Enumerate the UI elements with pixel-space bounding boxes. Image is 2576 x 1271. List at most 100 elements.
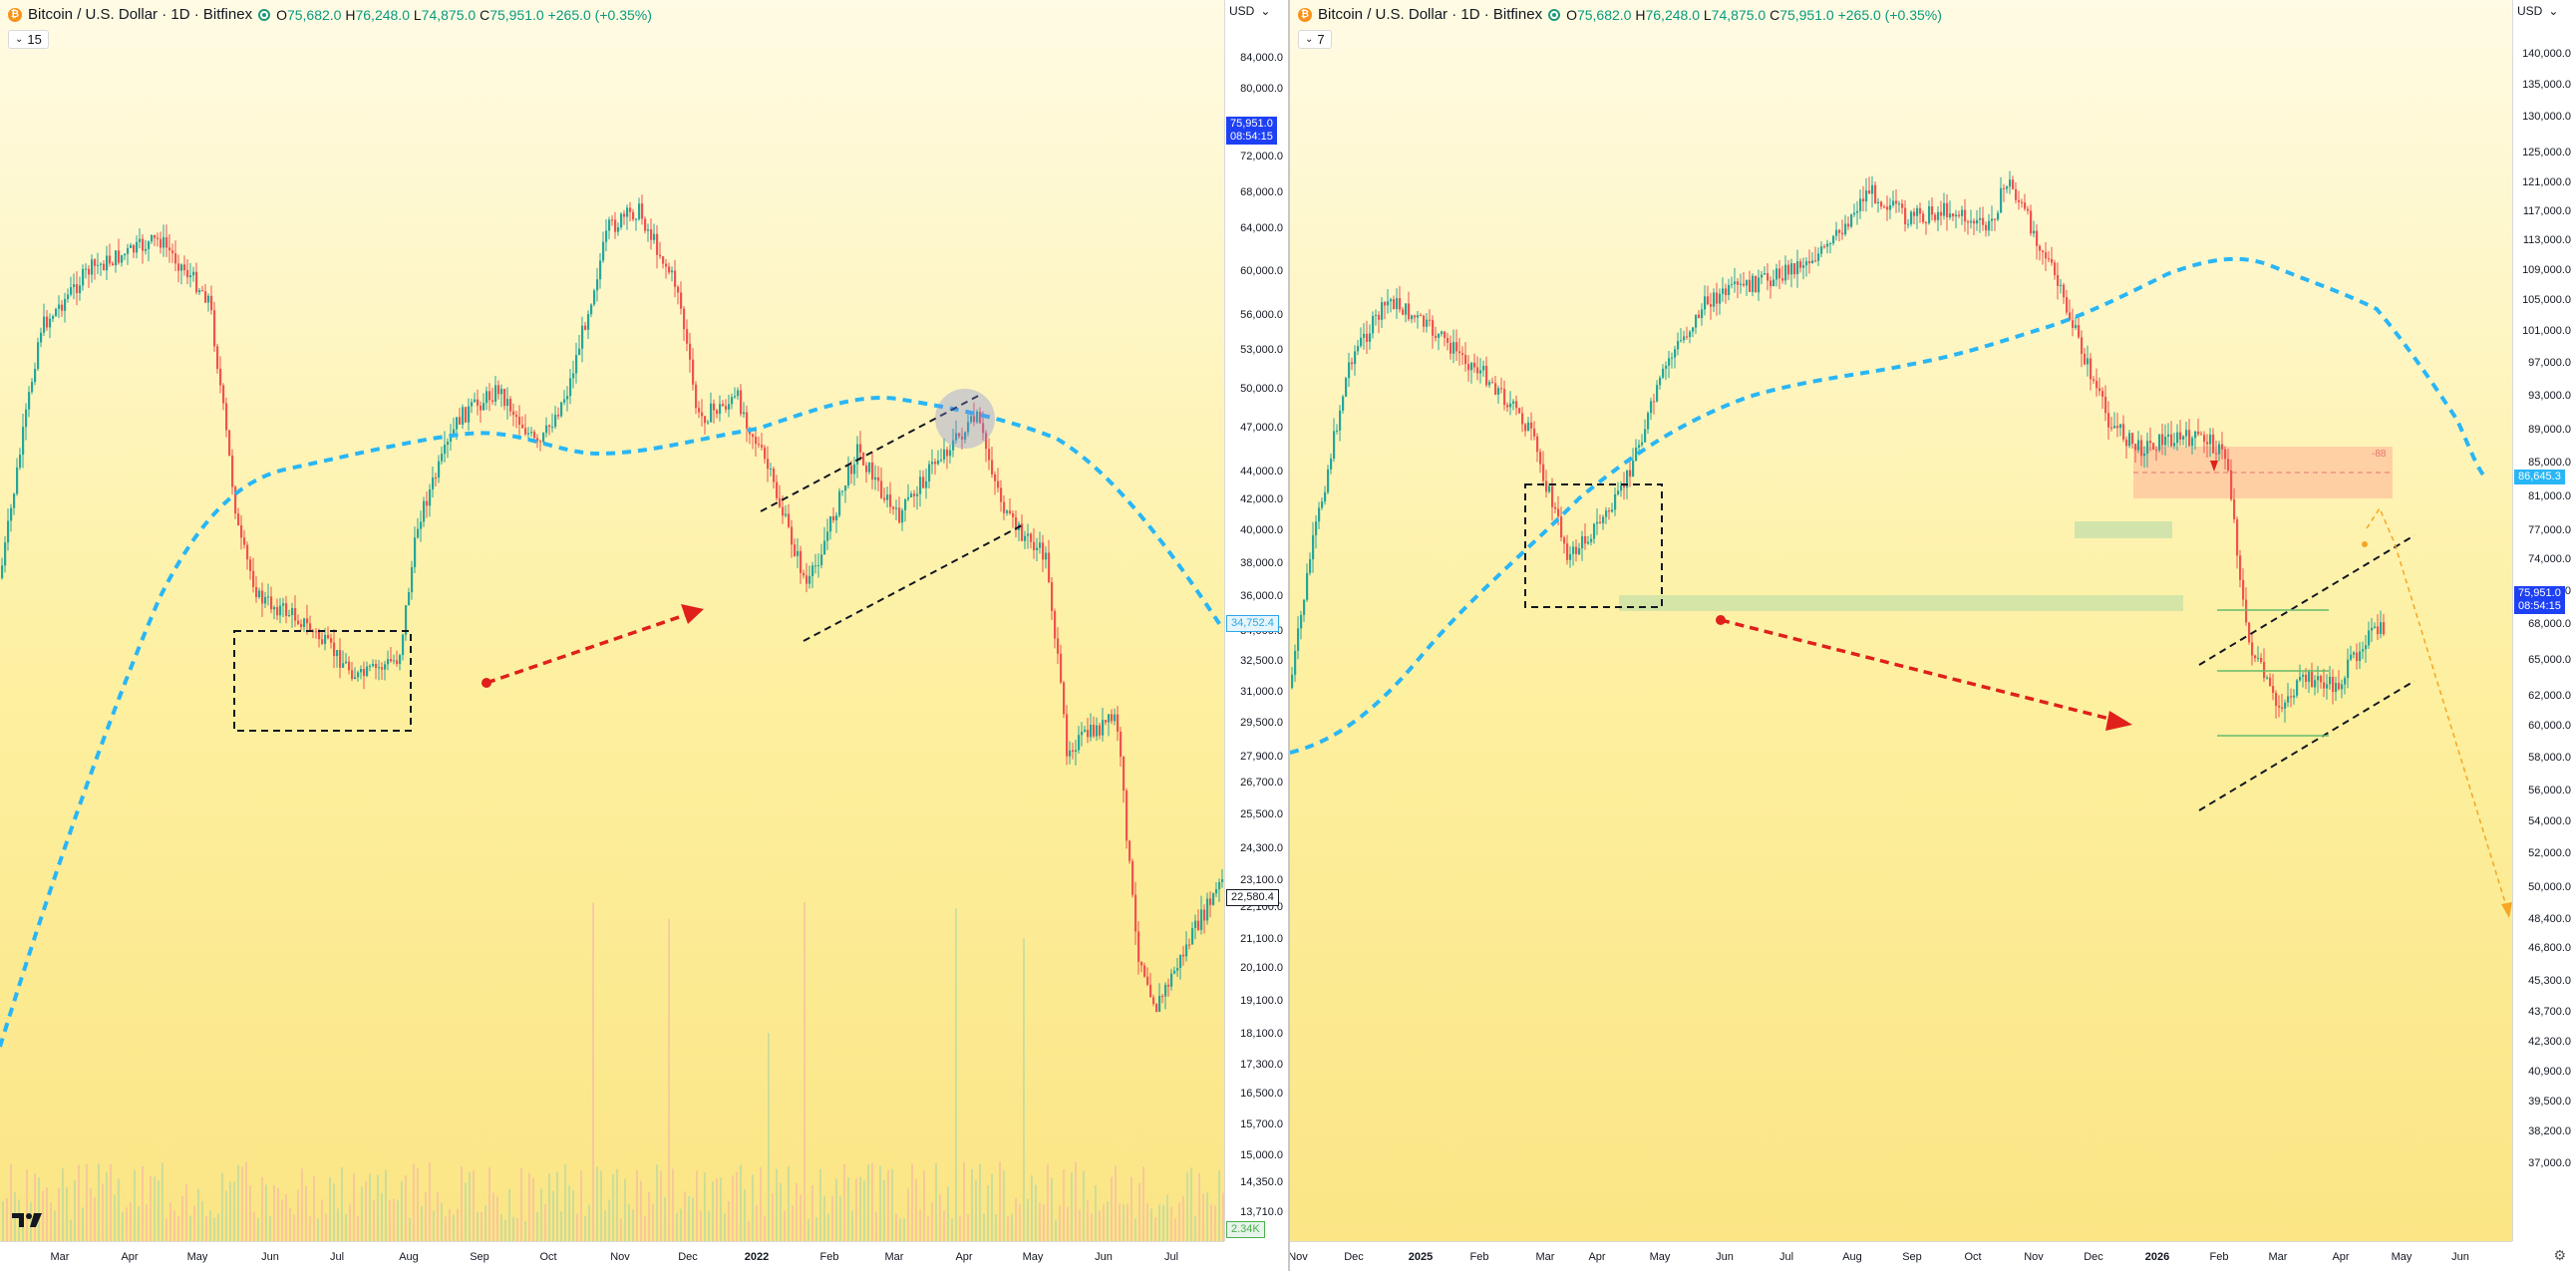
candle-body	[1728, 284, 1731, 295]
candle-body	[294, 608, 297, 621]
candle-body	[970, 416, 973, 423]
candle-body	[133, 244, 136, 253]
candle-body	[665, 263, 668, 267]
chart-pane-left[interactable]: ₿ Bitcoin / U.S. Dollar · 1D · Bitfinex …	[0, 0, 1288, 1271]
candle-body	[1566, 543, 1569, 560]
time-tick-label: Feb	[819, 1251, 839, 1263]
price-tick-label: 135,000.0	[2522, 79, 2571, 91]
candle-body	[330, 638, 333, 643]
candle-body	[243, 537, 246, 545]
plot-area[interactable]: ₿ Bitcoin / U.S. Dollar · 1D · Bitfinex …	[1290, 0, 2512, 1241]
volume-bar	[983, 1213, 985, 1241]
candle-body	[43, 316, 46, 333]
candle-body	[728, 404, 731, 410]
time-tick-label: 2026	[2144, 1251, 2170, 1263]
volume-bar	[1003, 1170, 1005, 1241]
volume-bar	[1095, 1185, 1097, 1241]
candle-body	[2296, 680, 2299, 696]
volume-bar	[389, 1199, 391, 1241]
candle-body	[2164, 436, 2167, 446]
time-tick-label: Feb	[1469, 1251, 1489, 1263]
candle-body	[1126, 790, 1128, 841]
candle-body	[1994, 218, 1997, 220]
candle-body	[2314, 680, 2317, 688]
candle-body	[1772, 279, 1775, 287]
volume-bar	[46, 1187, 48, 1241]
candle-body	[1698, 314, 1701, 319]
candle-body	[2137, 440, 2140, 451]
symbol-title[interactable]: Bitcoin / U.S. Dollar · 1D · Bitfinex	[1318, 6, 1543, 23]
volume-bar	[1178, 1202, 1180, 1241]
price-tick-label: 52,000.0	[2528, 847, 2571, 859]
time-axis[interactable]: Nov Dec 2025 Feb Mar Apr May Jun Jul Aug Sep Oct Nov…	[1290, 1241, 2512, 1271]
price-tick-label: 58,000.0	[2528, 752, 2571, 764]
volume-bar	[1091, 1213, 1093, 1241]
volume-bar	[1083, 1170, 1085, 1241]
candle-body	[737, 390, 740, 397]
candle-body	[390, 659, 393, 662]
time-tick-label: Dec	[2084, 1251, 2103, 1263]
candle-body	[1761, 274, 1764, 278]
pane-divider[interactable]	[1288, 0, 1290, 1271]
candle-body	[1584, 535, 1587, 544]
price-tick-label: 45,300.0	[2528, 975, 2571, 987]
volume-bar	[169, 1202, 171, 1241]
volume-bar	[1210, 1204, 1212, 1241]
candle-body	[1892, 200, 1895, 205]
volume-bar	[1031, 1174, 1033, 1241]
candle-body	[25, 409, 28, 428]
volume-bar	[939, 1193, 941, 1241]
time-tick-label: Dec	[1344, 1251, 1364, 1263]
candle-body	[979, 411, 982, 424]
candle-body	[494, 385, 497, 402]
volume-bar	[1075, 1161, 1077, 1241]
time-axis[interactable]: Mar Apr May Jun Jul Aug Sep Oct Nov Dec 2022 Feb Mar…	[0, 1241, 1224, 1271]
currency-selector[interactable]: USD ⌄	[1229, 4, 1271, 18]
volume-bar	[508, 1188, 510, 1241]
price-axis[interactable]: USD ⌄ 140,000.0 135,000.0 130,000.0 125,000.…	[2512, 0, 2576, 1241]
settings-gear-icon[interactable]: ⚙	[2553, 1247, 2566, 1263]
candle-body	[1054, 610, 1057, 639]
volume-bar	[1190, 1167, 1192, 1241]
volume-bar	[636, 1169, 638, 1241]
volume-bar	[1146, 1203, 1148, 1241]
candle-body	[1704, 296, 1707, 310]
candle-body	[2066, 297, 2069, 313]
candle-body	[372, 664, 375, 667]
candle-body	[814, 565, 817, 567]
candle-body	[300, 624, 303, 627]
time-tick-label: Oct	[539, 1251, 557, 1263]
candle-body	[838, 490, 841, 516]
candle-body	[1090, 725, 1093, 738]
volume-bar	[1107, 1201, 1109, 1241]
candle-body	[2134, 444, 2137, 451]
candle-body	[1575, 546, 1578, 554]
volume-bar	[764, 1215, 766, 1241]
symbol-title[interactable]: Bitcoin / U.S. Dollar · 1D · Bitfinex	[28, 6, 253, 23]
candle-body	[321, 639, 324, 644]
indicators-toggle[interactable]: ⌄ 15	[8, 30, 49, 49]
candle-body	[644, 218, 647, 231]
candle-body	[1515, 401, 1518, 409]
candle-body	[160, 238, 162, 248]
indicators-toggle[interactable]: ⌄ 7	[1298, 30, 1332, 49]
volume-bar	[225, 1190, 227, 1241]
plot-area[interactable]: ₿ Bitcoin / U.S. Dollar · 1D · Bitfinex …	[0, 0, 1224, 1241]
price-chart-svg[interactable]	[1290, 0, 2512, 1241]
candle-body	[378, 667, 381, 669]
currency-selector[interactable]: USD ⌄	[2517, 4, 2559, 18]
candle-body	[925, 480, 928, 488]
price-chart-svg[interactable]	[0, 0, 1224, 1241]
candle-body	[1197, 920, 1200, 930]
volume-bar	[1015, 1198, 1017, 1241]
price-tick-label: 38,200.0	[2528, 1125, 2571, 1137]
volume-bar	[22, 1219, 24, 1241]
price-tick-label: 56,000.0	[2528, 785, 2571, 796]
chart-pane-right[interactable]: ₿ Bitcoin / U.S. Dollar · 1D · Bitfinex …	[1290, 0, 2576, 1271]
candle-body	[593, 290, 596, 305]
candle-body	[1143, 965, 1146, 977]
candle-body	[1569, 553, 1572, 560]
indicator-count: 7	[1317, 32, 1325, 47]
candle-body	[1913, 211, 1916, 216]
candle-body	[805, 575, 808, 584]
